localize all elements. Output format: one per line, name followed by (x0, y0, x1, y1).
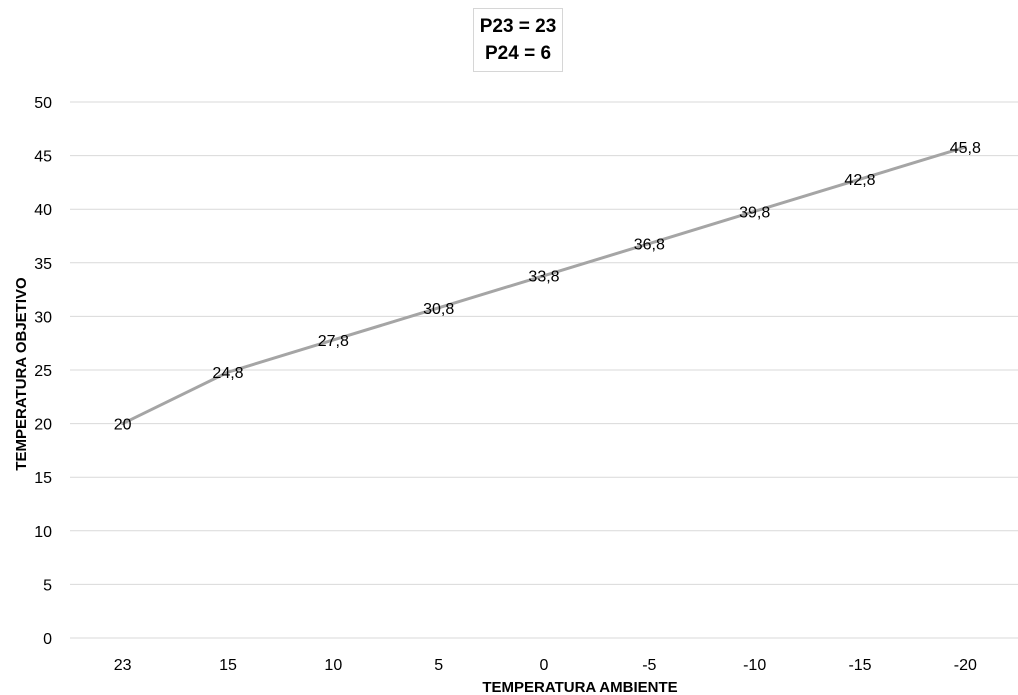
data-label: 30,8 (423, 301, 454, 318)
y-tick-label: 25 (34, 363, 52, 380)
y-tick-label: 15 (34, 470, 52, 487)
chart-title: P23 = 23 P24 = 6 (473, 8, 563, 72)
y-tick-label: 30 (34, 309, 52, 326)
y-tick-label: 10 (34, 524, 52, 541)
x-axis-title: TEMPERATURA AMBIENTE (482, 679, 677, 695)
chart-title-line-1: P23 = 23 (479, 16, 557, 37)
x-tick-label: 5 (434, 657, 443, 674)
x-tick-label: 15 (219, 657, 237, 674)
x-tick-label: -20 (954, 657, 977, 674)
data-label: 36,8 (634, 237, 665, 254)
data-label: 39,8 (739, 204, 770, 221)
x-tick-label: 10 (324, 657, 342, 674)
chart-title-line-2: P24 = 6 (484, 43, 552, 64)
x-tick-label: -10 (743, 657, 766, 674)
x-tick-label: -15 (848, 657, 871, 674)
data-label: 42,8 (844, 172, 875, 189)
y-tick-label: 45 (34, 149, 52, 166)
series (121, 145, 967, 426)
data-label: 45,8 (950, 140, 981, 157)
y-tick-label: 50 (34, 95, 52, 112)
data-label: 27,8 (318, 333, 349, 350)
y-tick-label: 0 (43, 631, 52, 648)
x-tick-label: 23 (114, 657, 132, 674)
y-tick-label: 20 (34, 417, 52, 434)
gridlines (70, 101, 1018, 639)
y-tick-label: 5 (43, 577, 52, 594)
data-label: 24,8 (212, 365, 243, 382)
series-line (121, 145, 967, 426)
y-tick-label: 35 (34, 256, 52, 273)
data-label: 33,8 (528, 269, 559, 286)
x-tick-label: -5 (642, 657, 656, 674)
y-axis-title: TEMPERATURA OBJETIVO (13, 277, 30, 471)
data-labels: 20 24,8 27,8 30,8 33,8 36,8 39,8 42,8 45,8 (114, 140, 981, 434)
x-axis-ticks: 23 15 10 5 0 -5 -10 -15 -20 (114, 657, 977, 674)
x-tick-label: 0 (540, 657, 549, 674)
y-tick-label: 40 (34, 202, 52, 219)
y-axis-ticks: 0 5 10 15 20 25 30 35 40 45 50 (34, 95, 52, 648)
data-label: 20 (114, 417, 132, 434)
